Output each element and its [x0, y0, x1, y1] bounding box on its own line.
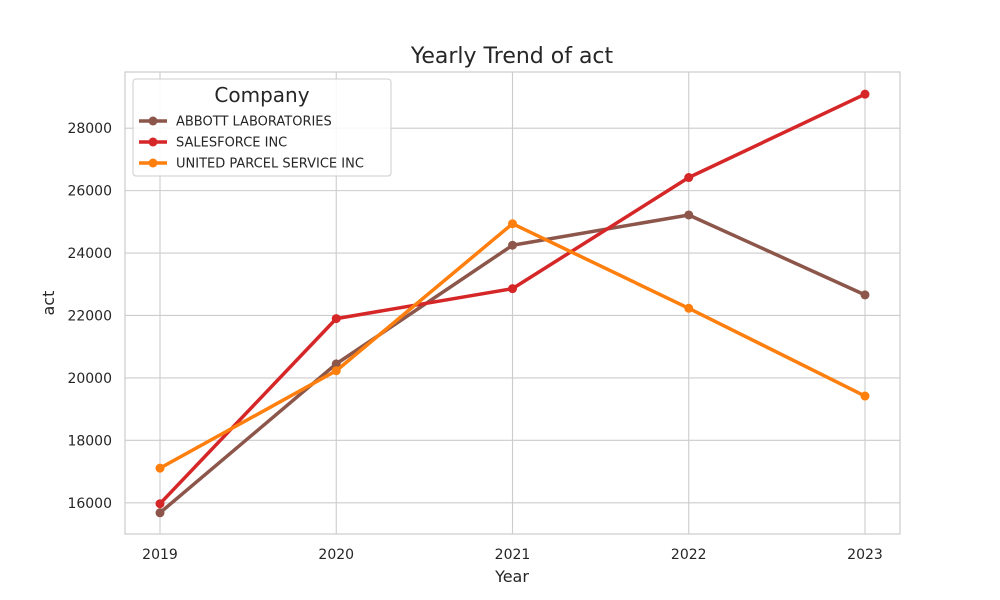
legend-label: ABBOTT LABORATORIES: [176, 115, 332, 130]
y-tick-label: 16000: [67, 496, 112, 512]
data-point: [860, 89, 870, 99]
legend-entry: UNITED PARCEL SERVICE INC: [139, 157, 364, 172]
y-tick-labels: 16000 18000 20000 22000 24000 26000 28000: [67, 121, 112, 512]
plot-frame: [124, 71, 901, 535]
data-point: [860, 391, 870, 401]
legend-title: Company: [214, 83, 309, 107]
data-point: [331, 359, 341, 369]
series-0: [155, 210, 870, 518]
data-point: [155, 499, 165, 509]
series-lines: [155, 89, 870, 518]
legend-entry: SALESFORCE INC: [139, 136, 287, 151]
data-point: [508, 219, 517, 229]
y-axis-label: act: [39, 291, 58, 316]
data-point: [508, 240, 517, 250]
data-point: [860, 290, 870, 300]
legend: Company ABBOTT LABORATORIES SALESFORCE IN…: [132, 78, 392, 177]
y-tick-label: 26000: [67, 184, 112, 200]
data-point: [331, 366, 341, 376]
y-tick-label: 18000: [67, 433, 112, 449]
data-point: [155, 463, 165, 473]
legend-label: SALESFORCE INC: [176, 136, 287, 151]
y-tick-label: 22000: [67, 308, 112, 324]
series-1: [155, 89, 870, 509]
x-axis-label: Year: [494, 567, 529, 586]
y-tick-label: 28000: [67, 121, 112, 137]
y-tick-label: 24000: [67, 246, 112, 262]
legend-box: [132, 78, 392, 177]
x-tick-label: 2020: [318, 547, 354, 563]
data-point: [331, 314, 341, 324]
x-tick-label: 2019: [142, 547, 178, 563]
data-point: [684, 210, 694, 220]
legend-swatch-marker: [148, 137, 158, 147]
x-tick-label: 2021: [495, 547, 531, 563]
data-point: [155, 508, 165, 518]
y-tick-label: 20000: [67, 371, 112, 387]
chart-title: Yearly Trend of act: [410, 44, 614, 69]
legend-entry: ABBOTT LABORATORIES: [139, 115, 332, 130]
data-point: [684, 173, 694, 183]
x-tick-label: 2023: [847, 547, 883, 563]
data-point: [508, 284, 517, 294]
x-tick-label: 2022: [671, 547, 707, 563]
data-point: [684, 303, 694, 313]
legend-label: UNITED PARCEL SERVICE INC: [176, 157, 364, 172]
x-tick-labels: 2019 2020 2021 2022 2023: [142, 547, 883, 563]
series-2: [155, 219, 870, 473]
legend-entries: ABBOTT LABORATORIES SALESFORCE INC UNITED …: [139, 115, 364, 172]
legend-swatch-marker: [148, 158, 158, 168]
legend-swatch-marker: [148, 116, 158, 126]
